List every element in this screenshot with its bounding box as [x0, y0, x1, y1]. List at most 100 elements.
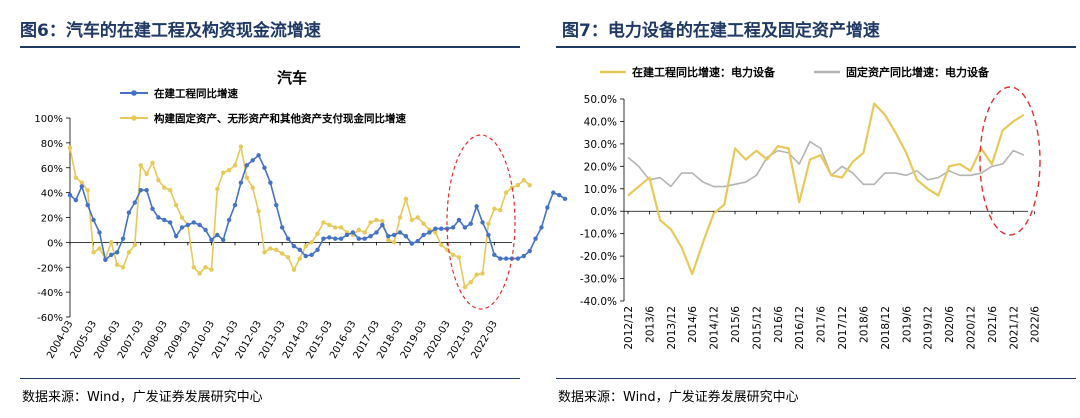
data-point-s0-71	[486, 232, 491, 238]
data-point-s0-65	[450, 225, 456, 230]
data-point-s0-59	[415, 238, 420, 244]
data-point-s0-78	[527, 248, 532, 254]
right-title-rule	[556, 46, 1076, 48]
data-point-s0-8	[114, 250, 120, 255]
data-point-s1-14	[150, 160, 155, 165]
data-point-s1-73	[498, 207, 503, 213]
data-point-s0-54	[386, 233, 391, 239]
x-tick-label-2015-12: 2015/12	[751, 306, 763, 350]
data-point-s0-39	[297, 247, 303, 253]
data-point-s1-70	[480, 271, 485, 276]
data-point-s1-33	[262, 250, 267, 255]
data-point-s1-12	[138, 163, 143, 168]
data-point-s1-58	[409, 217, 415, 223]
data-point-s0-67	[462, 225, 468, 230]
left-title-rule	[20, 46, 520, 48]
left-figure-title: 图6：汽车的在建工程及构资现金流增速	[20, 21, 321, 41]
x-tick-label-2014-12: 2014/12	[709, 306, 721, 350]
data-point-s0-6	[103, 257, 108, 262]
data-point-s0-77	[521, 253, 526, 259]
data-point-s1-53	[380, 219, 385, 224]
data-point-s0-57	[403, 233, 409, 239]
data-point-s0-47	[344, 232, 350, 238]
y-tick-label-20: -20%	[37, 263, 63, 274]
data-point-s1-19	[179, 215, 185, 220]
data-point-s1-71	[486, 221, 491, 226]
data-point-s0-38	[291, 243, 297, 249]
data-point-s0-55	[391, 232, 397, 238]
data-point-s1-38	[291, 267, 297, 272]
x-tick-label-2021-6: 2021/6	[987, 306, 999, 343]
data-point-s1-9	[120, 265, 126, 270]
data-point-s0-36	[279, 225, 285, 230]
y-tick-label-40-0: -40.0%	[580, 296, 617, 308]
data-point-s1-46	[338, 225, 344, 230]
data-point-s1-55	[391, 240, 397, 245]
x-tick-label-2018-6: 2018/6	[858, 306, 870, 343]
data-point-s1-15	[156, 177, 161, 183]
data-point-s0-56	[397, 230, 403, 235]
left-chart: 100%80%60%40%20%0%-20%-40%-60%2004-03200…	[34, 69, 568, 361]
data-point-s1-76	[515, 182, 521, 188]
y-tick-label-40: -40%	[37, 288, 63, 299]
data-point-s0-40	[303, 253, 308, 259]
legend-label-0: 在建工程同比增速：电力设备	[632, 65, 776, 79]
chart-title-automobile: 汽车	[277, 69, 307, 87]
legend-marker-0	[131, 90, 137, 96]
data-point-s1-63	[439, 242, 444, 248]
x-tick-label-2020-6: 2020/6	[944, 306, 956, 343]
data-point-s0-82	[551, 190, 556, 195]
data-point-s0-73	[498, 256, 503, 261]
data-point-s1-64	[444, 247, 450, 253]
data-point-s1-52	[374, 217, 379, 223]
data-point-s0-9	[120, 236, 126, 241]
data-point-s1-1	[73, 175, 79, 180]
data-point-s1-3	[85, 187, 90, 193]
data-point-s0-32	[256, 153, 261, 158]
data-point-s1-16	[162, 185, 167, 190]
series-line-0	[627, 102, 1025, 276]
y-tick-label-60: 60%	[41, 164, 63, 175]
data-point-s1-13	[144, 171, 149, 177]
data-point-s0-62	[433, 226, 438, 231]
data-point-s0-26	[221, 237, 226, 243]
highlight-ellipse	[979, 86, 1041, 236]
data-point-s0-70	[480, 220, 485, 225]
data-point-s1-42	[315, 231, 320, 236]
y-tick-label-20: 20%	[41, 214, 63, 225]
right-series	[627, 102, 1025, 276]
data-point-s0-31	[250, 158, 255, 163]
data-point-s0-1	[73, 197, 79, 203]
data-point-s0-10	[126, 210, 132, 215]
y-tick-label-40: 40%	[41, 189, 63, 200]
data-point-s0-27	[226, 217, 232, 223]
data-point-s1-30	[244, 175, 249, 180]
data-point-s0-63	[439, 226, 444, 231]
data-point-s0-37	[285, 236, 291, 241]
legend-marker-1	[131, 115, 137, 121]
left-series	[67, 144, 568, 290]
data-point-s0-7	[109, 252, 114, 258]
x-tick-label-2013-12: 2013/12	[666, 306, 678, 350]
data-point-s1-50	[362, 230, 367, 235]
data-point-s1-62	[433, 230, 438, 235]
data-point-s1-25	[215, 186, 220, 192]
data-point-s0-25	[215, 232, 220, 238]
y-tick-label-60: -60%	[37, 313, 63, 324]
data-point-s1-66	[456, 255, 462, 260]
x-tick-label-2017-6: 2017/6	[816, 306, 828, 343]
data-point-s1-27	[226, 168, 232, 173]
data-point-s0-49	[356, 236, 361, 241]
x-tick-label-2022-6: 2022/6	[1030, 306, 1042, 343]
data-point-s0-84	[562, 196, 568, 202]
left-figure-panel: 图6：汽车的在建工程及构资现金流增速 100% 80% 60% 40% 20% 0% -20…	[0, 0, 568, 418]
y-tick-label-20-0: 20.0%	[584, 161, 617, 173]
data-point-s0-48	[350, 230, 356, 235]
data-point-s1-72	[492, 206, 497, 211]
data-point-s0-3	[85, 202, 90, 208]
data-point-s0-41	[309, 252, 314, 258]
data-point-s0-22	[197, 222, 202, 228]
data-point-s0-16	[162, 217, 167, 223]
x-tick-label-2018-12: 2018/12	[880, 306, 892, 350]
